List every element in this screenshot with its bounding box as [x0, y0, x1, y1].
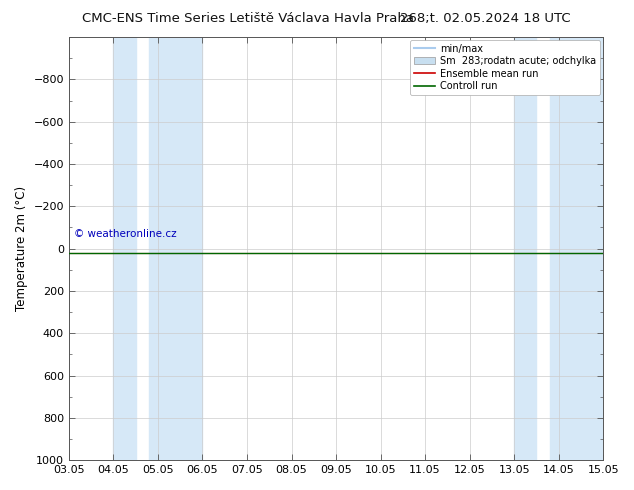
Bar	[550, 37, 603, 460]
Y-axis label: Temperature 2m (°C): Temperature 2m (°C)	[15, 186, 28, 311]
Bar	[514, 37, 536, 460]
Bar	[113, 37, 136, 460]
Text: © weatheronline.cz: © weatheronline.cz	[74, 229, 177, 239]
Bar	[612, 37, 634, 460]
Text: 268;t. 02.05.2024 18 UTC: 268;t. 02.05.2024 18 UTC	[400, 12, 571, 25]
Bar	[149, 37, 202, 460]
Legend: min/max, Sm  283;rodatn acute; odchylka, Ensemble mean run, Controll run: min/max, Sm 283;rodatn acute; odchylka, …	[410, 40, 600, 95]
Text: CMC-ENS Time Series Letiště Václava Havla Praha: CMC-ENS Time Series Letiště Václava Havl…	[82, 12, 415, 25]
